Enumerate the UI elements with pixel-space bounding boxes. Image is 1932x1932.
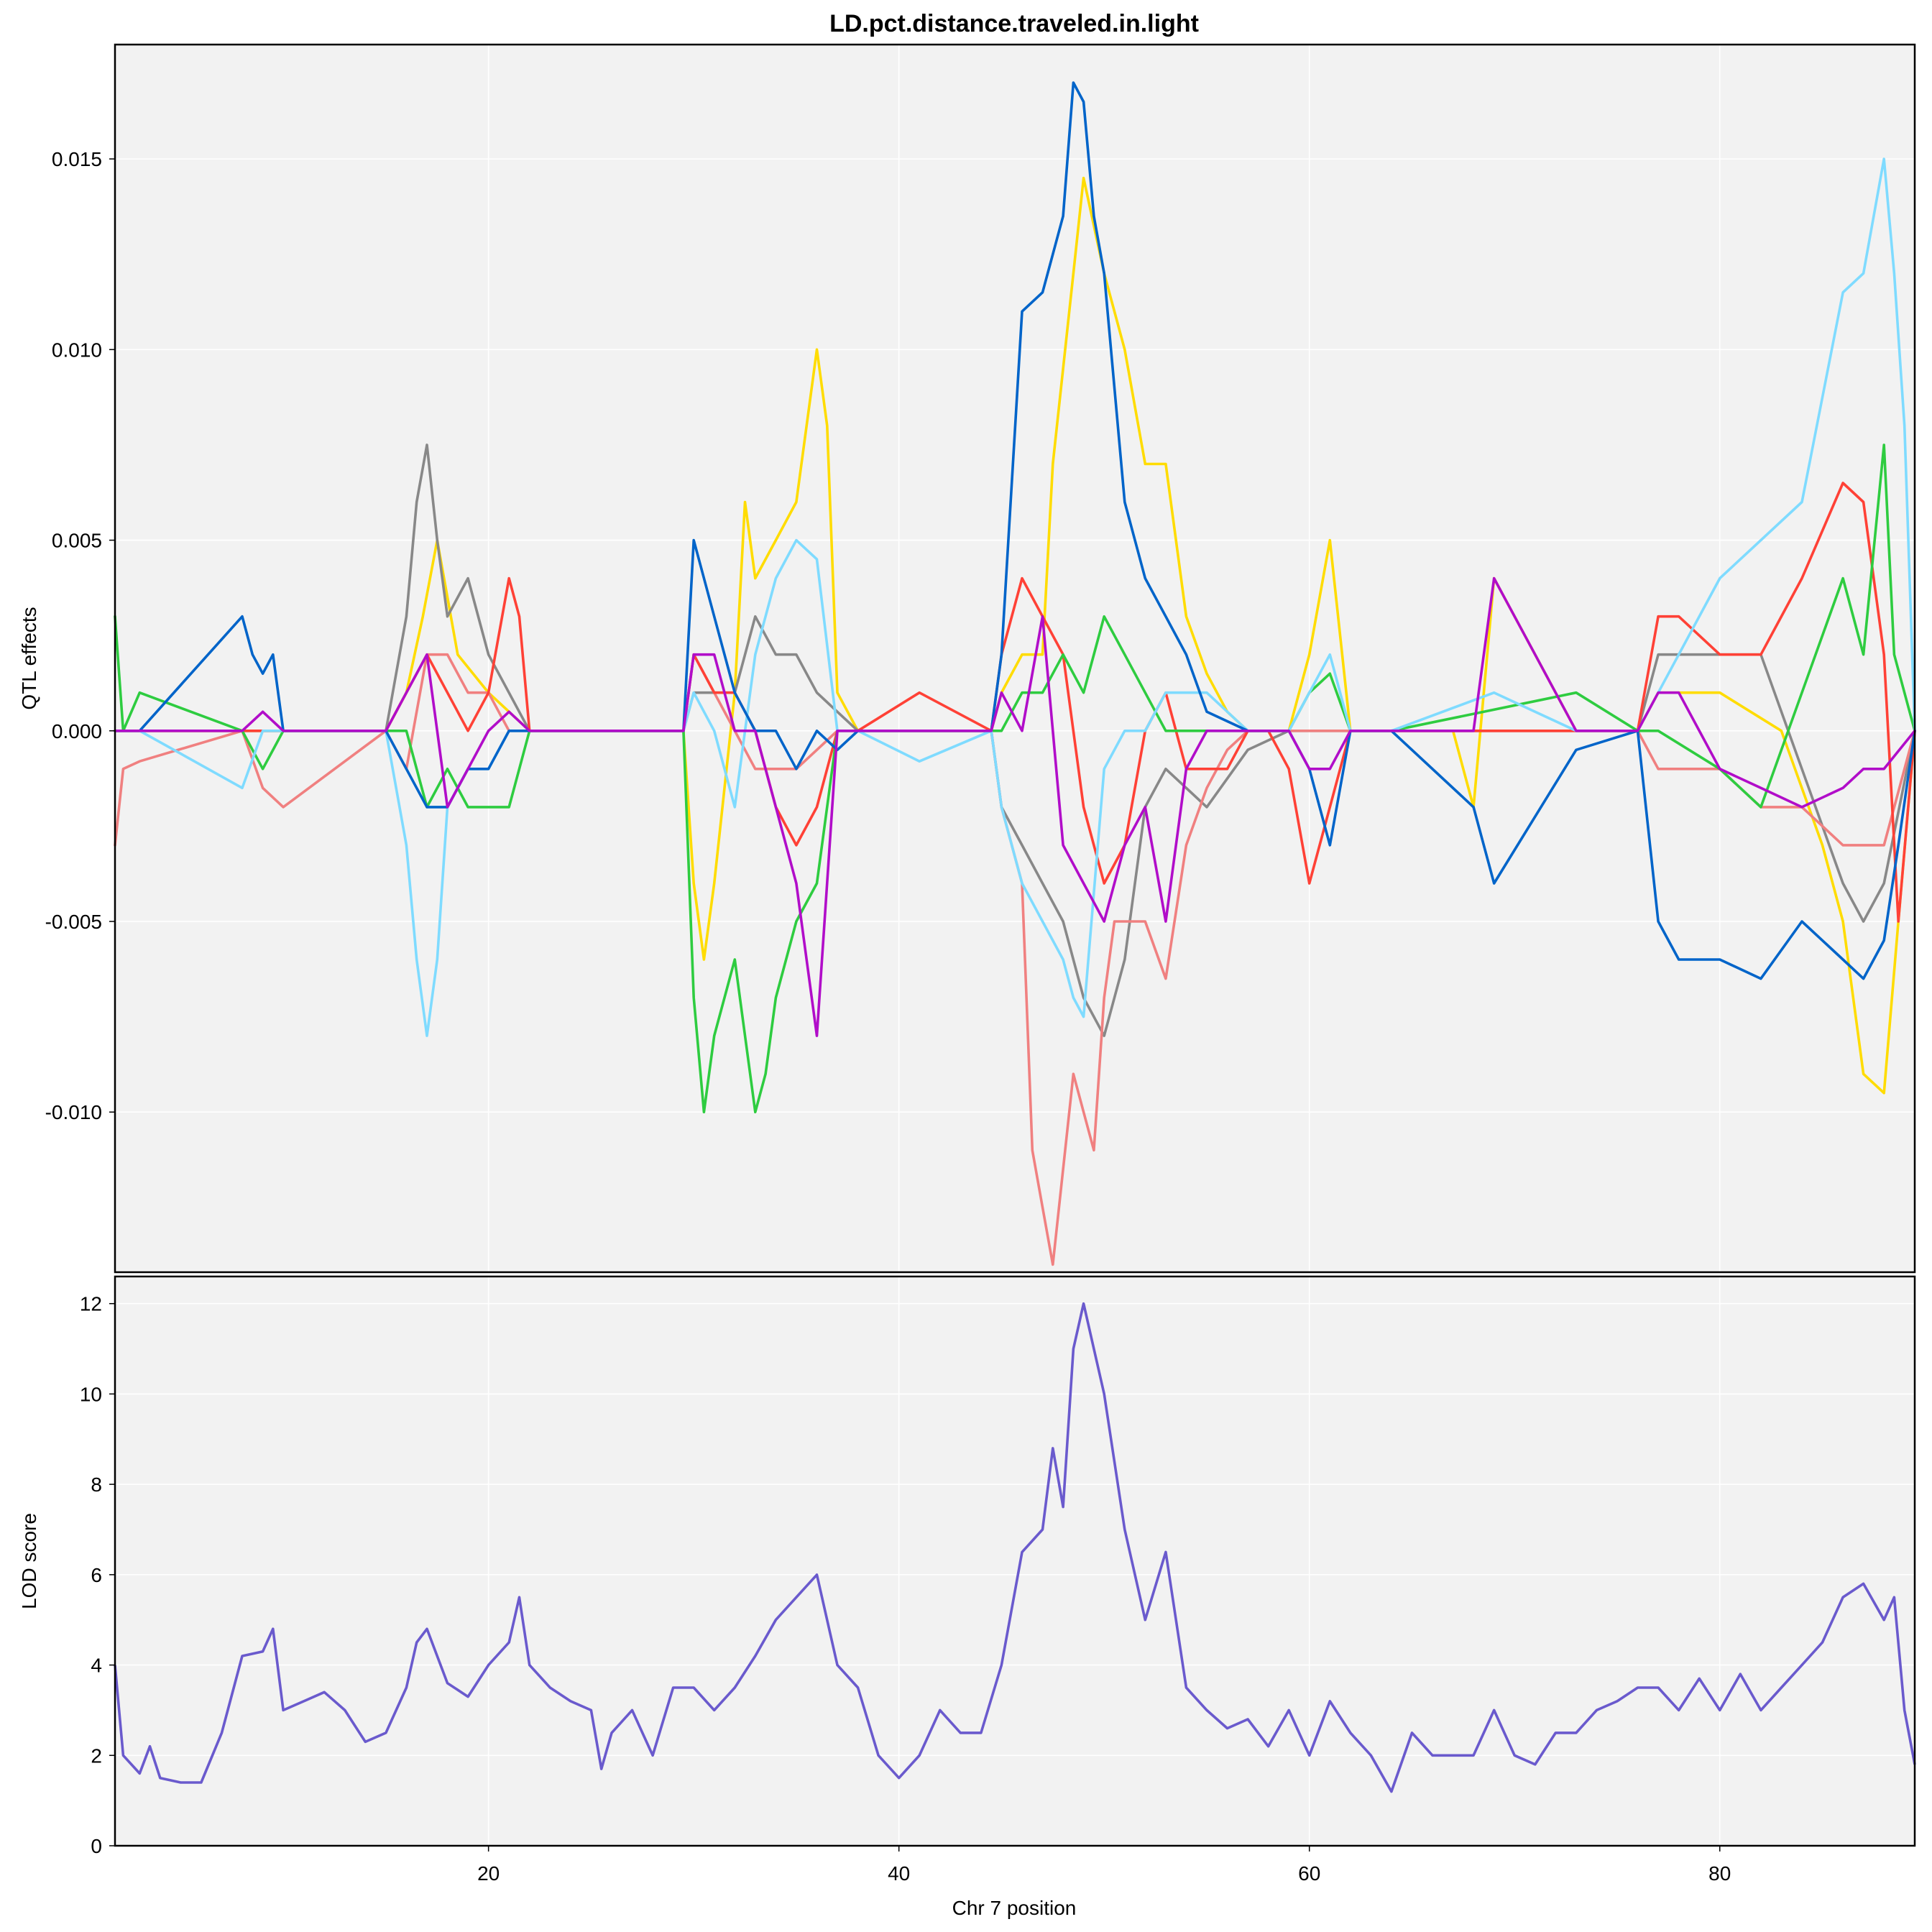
lod-y-axis-label: LOD score xyxy=(18,1513,40,1609)
lod-panel: 0 2 4 6 8 10 12 20 40 60 80 LOD score Chr 7 posit… xyxy=(18,1275,1916,1919)
lod-y-tick-label: 12 xyxy=(80,1293,102,1315)
x-ticks: 20 40 60 80 xyxy=(477,1846,1731,1885)
effect-series-line-7 xyxy=(114,81,1916,980)
lod-y-tick-label: 8 xyxy=(91,1473,102,1496)
effects-panel: 0.015 0.010 0.005 0.000 -0.005 -0.010 QTL eff… xyxy=(18,43,1916,1274)
effects-panel-frame xyxy=(114,43,1916,1274)
effects-y-tick-label: 0.000 xyxy=(52,720,102,742)
lod-panel-frame xyxy=(114,1275,1916,1847)
effects-y-tick-label: -0.010 xyxy=(45,1101,102,1123)
effects-y-tick-label: 0.015 xyxy=(52,148,102,170)
effects-y-tick-label: 0.010 xyxy=(52,339,102,361)
effects-y-axis-label: QTL effects xyxy=(18,607,40,709)
x-tick-label: 80 xyxy=(1708,1862,1731,1885)
lod-panel-background xyxy=(115,1276,1915,1846)
lod-y-ticks: 0 2 4 6 8 10 12 xyxy=(80,1293,115,1857)
x-tick-label: 60 xyxy=(1298,1862,1320,1885)
lod-y-tick-label: 2 xyxy=(91,1744,102,1767)
effects-series xyxy=(114,81,1916,1266)
lod-y-tick-label: 4 xyxy=(91,1655,102,1677)
chart-title: LD.pct.distance.traveled.in.light xyxy=(829,10,1199,37)
effects-y-tick-label: -0.005 xyxy=(45,911,102,933)
x-axis-label: Chr 7 position xyxy=(952,1897,1077,1919)
x-tick-label: 40 xyxy=(888,1862,910,1885)
lod-y-tick-label: 10 xyxy=(80,1383,102,1405)
effect-series-line-2 xyxy=(114,443,1916,1037)
lod-y-tick-label: 6 xyxy=(91,1564,102,1586)
x-tick-label: 20 xyxy=(477,1862,500,1885)
effect-series-line-4 xyxy=(114,482,1916,923)
lod-series xyxy=(114,1302,1916,1793)
effects-y-ticks: 0.015 0.010 0.005 0.000 -0.005 -0.010 xyxy=(45,148,115,1123)
lod-series-line-1 xyxy=(114,1302,1916,1793)
effects-panel-background xyxy=(115,45,1915,1272)
effects-y-tick-label: 0.005 xyxy=(52,530,102,552)
effect-series-line-8 xyxy=(114,576,1916,1037)
lod-y-tick-label: 0 xyxy=(91,1835,102,1857)
